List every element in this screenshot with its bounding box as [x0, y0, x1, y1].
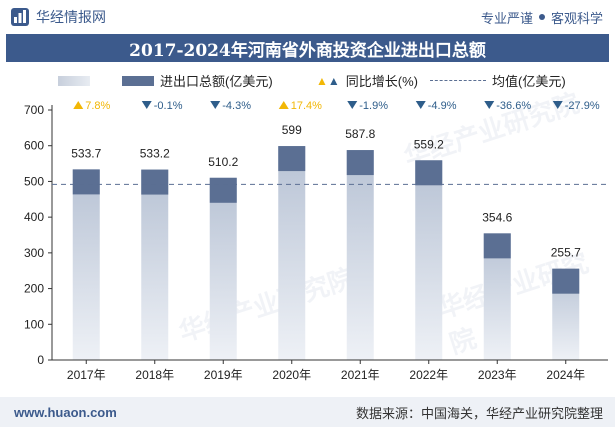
x-tick-label: 2022年 [409, 368, 448, 382]
y-tick-label: 700 [24, 103, 44, 117]
value-label: 587.8 [345, 127, 375, 141]
legend-growth-label: 同比增长(%) [345, 74, 418, 89]
bar-top [72, 169, 100, 195]
dot-separator-icon [538, 14, 545, 20]
bar-top [141, 169, 169, 195]
chart-title: 2017-2024年河南省外商投资企业进出口总额 [6, 34, 609, 62]
bar-top [209, 177, 237, 203]
bar-body [209, 177, 237, 360]
growth-label: 7.8% [85, 100, 110, 112]
y-tick-label: 500 [24, 174, 44, 188]
x-tick-label: 2018年 [135, 368, 174, 382]
x-tick-label: 2020年 [272, 368, 311, 382]
legend-mean-label: 均值(亿美元) [492, 74, 566, 89]
footer-source: 数据来源：中国海关，华经产业研究院整理 [355, 405, 603, 421]
growth-up-marker [278, 101, 289, 109]
growth-down-marker [210, 101, 221, 109]
chart-legend: 进出口总额(亿美元) ▲▲ 同比增长(%) 均值(亿美元) [0, 66, 615, 92]
bar-top [278, 146, 306, 172]
value-labels: 533.7 533.2 510.2 599 587.8 559.2 354.6 255.7 [71, 123, 581, 260]
bar-body [72, 169, 100, 360]
growth-label: -4.9% [428, 100, 457, 112]
bar-chart: 0 100 200 300 400 500 600 700 533.7 533.2 510.2 59… [24, 100, 608, 382]
top-bar: 华经情报网 专业严谨 客观科学 [0, 0, 615, 34]
value-label: 510.2 [208, 155, 238, 169]
bar-top [483, 233, 511, 259]
value-label: 533.7 [71, 146, 101, 160]
value-label: 354.6 [482, 210, 512, 224]
legend-growth-item: ▲▲ 同比增长(%) [316, 71, 418, 90]
triangle-up-blue-icon: ▲ [327, 74, 340, 88]
growth-label: -1.9% [359, 100, 388, 112]
value-label: 599 [282, 123, 302, 137]
bar-top [415, 160, 443, 186]
bar-body [278, 146, 306, 360]
y-tick-label: 100 [24, 317, 44, 331]
growth-down-marker [552, 101, 563, 109]
x-tick-label: 2024年 [546, 368, 585, 382]
growth-down-marker [347, 101, 358, 109]
bar-body [415, 160, 443, 360]
bars [72, 146, 580, 360]
y-tick-label: 400 [24, 210, 44, 224]
bar-top [346, 150, 374, 176]
x-tick-label: 2021年 [341, 368, 380, 382]
bar-body [141, 169, 169, 360]
value-label: 533.2 [140, 147, 170, 161]
growth-down-marker [415, 101, 426, 109]
brand-name: 华经情报网 [36, 9, 106, 25]
brand-logo-icon [11, 8, 29, 26]
footer: www.huaon.com 数据来源：中国海关，华经产业研究院整理 [0, 397, 615, 427]
growth-label: 17.4% [291, 100, 322, 112]
legend-growth-swatch: ▲▲ [316, 73, 340, 88]
y-tick-label: 300 [24, 246, 44, 260]
tagline-left: 专业严谨 [480, 10, 533, 26]
legend-mean-item: 均值(亿美元) [430, 71, 566, 90]
growth-up-marker [73, 101, 84, 109]
x-tick-label: 2019年 [204, 368, 243, 382]
value-label: 559.2 [414, 137, 444, 151]
x-tick-label: 2023年 [478, 368, 517, 382]
tagline-right: 客观科学 [550, 10, 603, 26]
growth-label: -36.6% [496, 100, 531, 112]
legend-mean-swatch [430, 80, 486, 81]
x-tick-label: 2017年 [67, 368, 106, 382]
legend-bar-label: 进出口总额(亿美元) [160, 74, 273, 89]
legend-bar-swatch [122, 75, 154, 86]
growth-down-marker [484, 101, 495, 109]
growth-label: -0.1% [154, 100, 183, 112]
growth-label: -27.9% [565, 100, 600, 112]
bar-top [552, 268, 580, 294]
growth-labels: 7.8% -0.1% -4.3% 17.4% -1.9% -4.9% -36.6% -27.9… [73, 100, 600, 112]
legend-bar-item: 进出口总额(亿美元) [58, 71, 273, 90]
growth-down-marker [141, 101, 152, 109]
y-tick-label: 0 [37, 353, 44, 367]
growth-label: -4.3% [222, 100, 251, 112]
legend-bar-swatch-light [58, 75, 90, 86]
y-tick-label: 200 [24, 282, 44, 296]
y-axis: 0 100 200 300 400 500 600 700 [24, 103, 53, 367]
tagline: 专业严谨 客观科学 [481, 8, 603, 27]
value-label: 255.7 [551, 246, 581, 260]
x-axis: 2017年 2018年 2019年 2020年 2021年 2022年 2023年 2024年 [52, 359, 608, 382]
brand[interactable]: 华经情报网 [10, 7, 106, 27]
triangle-up-icon: ▲ [316, 74, 328, 88]
y-tick-label: 600 [24, 139, 44, 153]
bar-body [346, 150, 374, 360]
footer-url-link[interactable]: www.huaon.com [14, 404, 117, 420]
